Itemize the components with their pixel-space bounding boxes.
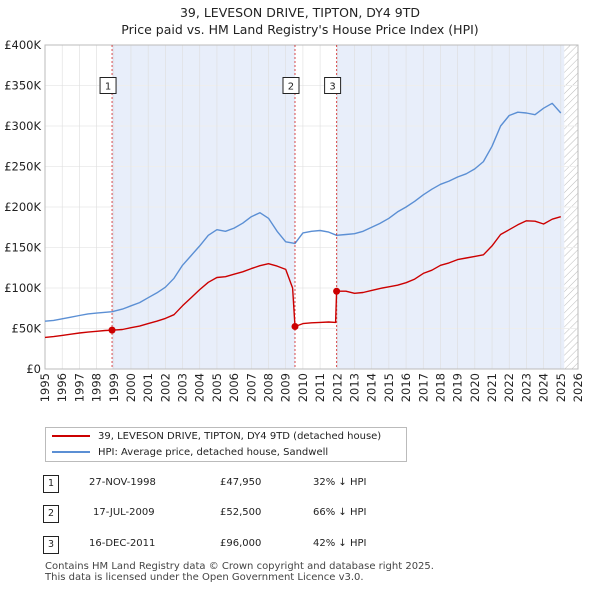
x-tick-label: 2019 — [451, 373, 465, 402]
x-tick-label: 2025 — [554, 373, 568, 402]
x-tick-label: 2006 — [227, 373, 241, 402]
x-tick-label: 2021 — [485, 373, 499, 402]
sale-point — [291, 322, 299, 330]
x-tick-label: 1996 — [55, 373, 69, 402]
title-line-1: 39, LEVESON DRIVE, TIPTON, DY4 9TD — [179, 5, 420, 20]
chart-title: 39, LEVESON DRIVE, TIPTON, DY4 9TD Price… — [0, 4, 600, 38]
legend-swatch-hpi — [52, 451, 90, 453]
sale-label: 1 — [105, 82, 111, 93]
x-tick-label: 2014 — [365, 373, 379, 402]
table-row: 1 27-NOV-1998 £47,950 32% ↓ HPI — [43, 475, 403, 497]
x-tick-label: 2009 — [279, 373, 293, 402]
legend-label-hpi: HPI: Average price, detached house, Sand… — [98, 447, 329, 458]
legend-item-hpi: HPI: Average price, detached house, Sand… — [52, 445, 328, 461]
title-line-2: Price paid vs. HM Land Registry's House … — [121, 22, 479, 37]
y-tick-label: £100K — [4, 281, 41, 295]
x-tick-label: 2003 — [176, 373, 190, 402]
x-tick-label: 2007 — [244, 373, 258, 402]
transaction-date: 16-DEC-2011 — [89, 538, 156, 549]
transaction-number: 2 — [43, 505, 59, 523]
x-tick-label: 2004 — [193, 373, 207, 402]
x-tick-label: 1998 — [90, 373, 104, 402]
table-row: 3 16-DEC-2011 £96,000 42% ↓ HPI — [43, 536, 403, 558]
legend: 39, LEVESON DRIVE, TIPTON, DY4 9TD (deta… — [45, 427, 407, 462]
x-tick-label: 2018 — [433, 373, 447, 402]
footer: Contains HM Land Registry data © Crown c… — [45, 561, 434, 583]
sale-point — [108, 326, 116, 334]
x-tick-label: 2016 — [399, 373, 413, 402]
x-tick-label: 2011 — [313, 373, 327, 402]
transaction-price: £96,000 — [220, 538, 262, 549]
y-tick-label: £0 — [26, 362, 41, 376]
transaction-date: 17-JUL-2009 — [93, 507, 155, 518]
y-tick-label: £400K — [4, 38, 41, 52]
sale-label-box — [282, 77, 300, 94]
sale-label: 2 — [288, 82, 294, 93]
x-tick-label: 2005 — [210, 373, 224, 402]
transaction-number: 3 — [43, 536, 59, 554]
series-line-property — [44, 216, 561, 339]
x-tick-label: 2000 — [124, 373, 138, 402]
transaction-hpi-diff: 42% ↓ HPI — [313, 538, 367, 549]
transaction-number: 1 — [43, 475, 59, 493]
transaction-date: 27-NOV-1998 — [89, 477, 156, 488]
x-tick-label: 2026 — [571, 373, 585, 402]
y-tick-label: £200K — [4, 200, 41, 214]
x-tick-label: 2020 — [468, 373, 482, 402]
footer-line-2: This data is licensed under the Open Gov… — [45, 572, 364, 583]
legend-label-property: 39, LEVESON DRIVE, TIPTON, DY4 9TD (deta… — [98, 431, 382, 442]
y-tick-label: £50K — [12, 322, 42, 336]
sale-label: 3 — [329, 82, 335, 93]
table-row: 2 17-JUL-2009 £52,500 66% ↓ HPI — [43, 505, 403, 527]
x-tick-label: 2008 — [262, 373, 276, 402]
x-tick-label: 2013 — [347, 373, 361, 402]
x-tick-label: 2010 — [296, 373, 310, 402]
x-tick-label: 2001 — [141, 373, 155, 402]
x-tick-label: 1999 — [107, 373, 121, 402]
series-line-hpi — [44, 102, 562, 322]
plot-frame — [44, 44, 579, 370]
transaction-hpi-diff: 66% ↓ HPI — [313, 507, 367, 518]
x-tick-label: 2017 — [416, 373, 430, 402]
transaction-price: £52,500 — [220, 507, 262, 518]
x-tick-label: 2022 — [502, 373, 516, 402]
sale-label-box — [99, 77, 117, 94]
sale-label-box — [324, 77, 342, 94]
legend-swatch-property — [52, 435, 90, 437]
x-tick-label: 2015 — [382, 373, 396, 402]
x-tick-label: 2023 — [519, 373, 533, 402]
legend-item-property: 39, LEVESON DRIVE, TIPTON, DY4 9TD (deta… — [52, 429, 381, 445]
price-chart: £0 £50K £100K £150K £200K £250K £300K £350K £400… — [4, 38, 585, 402]
x-tick-label: 1995 — [38, 373, 52, 402]
x-tick-label: 2012 — [330, 373, 344, 402]
y-tick-label: £300K — [4, 119, 41, 133]
y-tick-label: £250K — [4, 160, 41, 174]
transaction-price: £47,950 — [220, 477, 262, 488]
x-tick-label: 2024 — [537, 373, 551, 402]
transaction-hpi-diff: 32% ↓ HPI — [313, 477, 367, 488]
y-tick-label: £350K — [4, 79, 41, 93]
footer-line-1: Contains HM Land Registry data © Crown c… — [45, 561, 434, 572]
x-tick-label: 1997 — [72, 373, 86, 402]
y-tick-label: £150K — [4, 241, 41, 255]
x-tick-label: 2002 — [158, 373, 172, 402]
sale-point — [333, 287, 341, 295]
